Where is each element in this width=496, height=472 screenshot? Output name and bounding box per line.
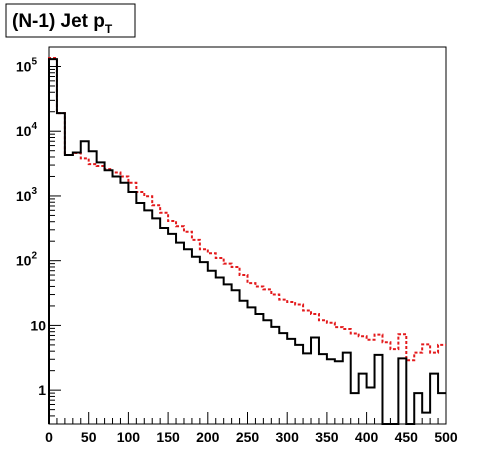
y-tick-label-exponent: 3: [31, 186, 37, 197]
y-tick-label: 102: [16, 251, 38, 269]
x-tick-label: 150: [156, 429, 180, 445]
y-tick-label-exponent: 4: [31, 121, 37, 132]
chart-title: (N-1) Jet pT: [5, 3, 136, 38]
y-tick-label: 1: [38, 382, 46, 398]
y-tick-label-exponent: 2: [31, 251, 37, 262]
x-tick-label: 450: [395, 429, 419, 445]
title-subscript: T: [105, 22, 113, 36]
series-layer: [48, 57, 446, 425]
histogram-series-red-dashed: [48, 57, 446, 424]
y-tick-label: 103: [16, 186, 38, 204]
y-tick-label: 105: [16, 56, 38, 74]
y-tick-label-base: 10: [16, 58, 32, 74]
y-tick-label: 104: [16, 121, 38, 139]
x-tick-label: 250: [236, 429, 260, 445]
y-tick-label-exponent: 5: [31, 56, 37, 67]
x-tick-label: 100: [117, 429, 141, 445]
x-tick-label: 200: [196, 429, 220, 445]
y-tick-label-base: 10: [16, 188, 32, 204]
title-main: (N-1) Jet p: [12, 11, 105, 32]
y-tick-label-base: 10: [16, 123, 32, 139]
x-tick-label: 50: [81, 429, 97, 445]
title-box: [5, 3, 136, 38]
x-tick-label: 350: [315, 429, 339, 445]
plot-frame: [48, 46, 447, 425]
x-tick-label: 300: [276, 429, 300, 445]
histogram-series-black: [48, 58, 446, 425]
y-tick-label-base: 10: [16, 253, 32, 269]
x-tick-label: 0: [45, 429, 53, 445]
x-tick-label: 400: [355, 429, 379, 445]
x-axis: 0 50 100 150 200 250 300 350 400 450 500: [45, 412, 458, 445]
x-tick-label: 500: [434, 429, 458, 445]
y-tick-label: 10: [30, 317, 46, 333]
title-text: (N-1) Jet pT: [12, 11, 113, 36]
